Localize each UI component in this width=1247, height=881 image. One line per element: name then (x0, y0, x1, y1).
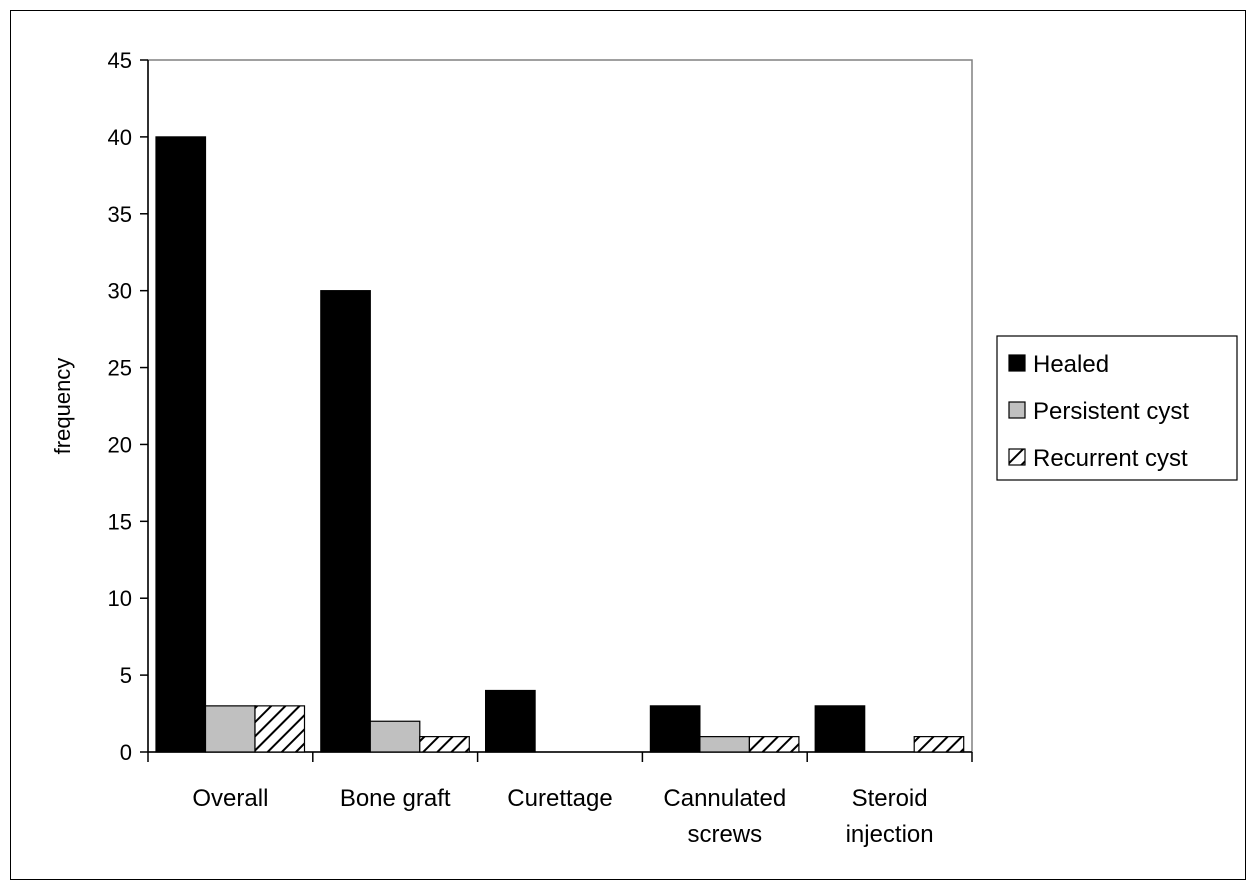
category-label: Cannulated (663, 785, 786, 812)
legend-label: Healed (1033, 351, 1109, 378)
y-tick-label: 0 (120, 740, 132, 765)
y-tick-label: 5 (120, 663, 132, 688)
category-label: Curettage (507, 785, 612, 812)
labels: Overall Bone graft Curettage Cannulated scre… (192, 785, 933, 848)
bar-healed (320, 290, 371, 753)
bar-persistent-cyst (204, 705, 256, 753)
legend-label: Persistent cyst (1033, 398, 1189, 425)
bar-healed (485, 689, 536, 753)
y-tick-label: 15 (108, 509, 132, 534)
bar-healed (814, 705, 866, 753)
legend-swatch (1008, 401, 1026, 419)
bar-healed (155, 136, 207, 753)
category-label: injection (846, 821, 934, 848)
y-tick-label: 10 (108, 586, 132, 611)
legend: Healed Persistent cyst Recurrent cyst (996, 335, 1238, 481)
bar-recurrent-cyst (748, 736, 800, 753)
y-tick-label: 30 (108, 279, 132, 304)
bar-persistent-cyst (699, 736, 751, 753)
bar-healed (649, 705, 701, 753)
y-tick-label: 40 (108, 125, 132, 150)
plot-area (147, 59, 973, 753)
bars (155, 136, 965, 753)
y-tick-label: 35 (108, 202, 132, 227)
category-label: screws (687, 821, 762, 848)
y-tick-label: 45 (108, 48, 132, 73)
category-label: Bone graft (340, 785, 451, 812)
y-tick-label: 20 (108, 432, 132, 457)
category-label: Overall (192, 785, 268, 812)
bar-persistent-cyst (369, 720, 421, 753)
legend-label: Recurrent cyst (1033, 445, 1188, 472)
bar-recurrent-cyst (419, 736, 470, 753)
y-axis-label: frequency (50, 358, 75, 455)
legend-box (996, 335, 1238, 481)
bar-recurrent-cyst (254, 705, 306, 753)
category-label: Steroid (852, 785, 928, 812)
bar-recurrent-cyst (913, 736, 965, 753)
y-tick-label: 25 (108, 356, 132, 381)
legend-swatch (1008, 448, 1026, 466)
legend-swatch (1008, 354, 1026, 372)
